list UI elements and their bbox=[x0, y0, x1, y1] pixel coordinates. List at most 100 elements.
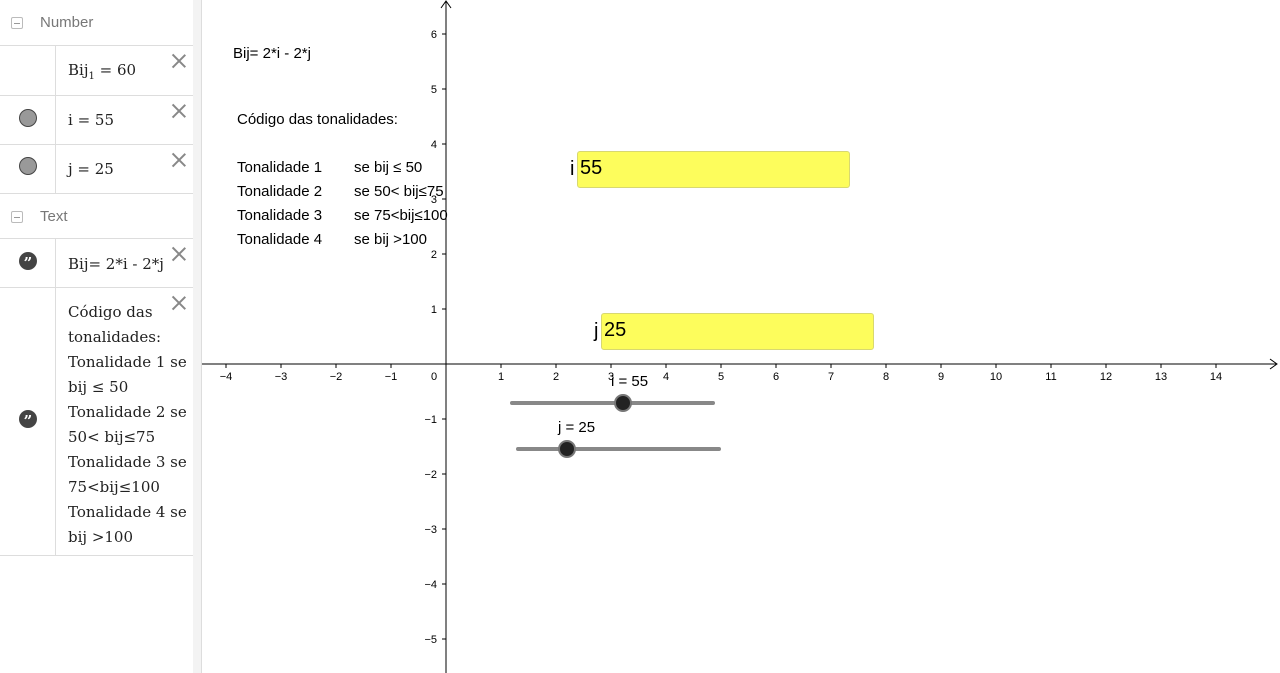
tonality-4-name: Tonalidade 4 bbox=[237, 231, 323, 248]
text-line: Tonalidade 2 se bbox=[68, 403, 187, 421]
y-axis-arrow bbox=[440, 0, 452, 9]
input-i-value: 55 bbox=[580, 157, 603, 179]
algebra-item-formula-text[interactable]: ” Bij= 2*i - 2*j bbox=[0, 238, 193, 287]
y-tick-label: −3 bbox=[424, 524, 437, 536]
x-tick-label: 0 bbox=[431, 371, 437, 383]
delete-icon[interactable] bbox=[170, 151, 188, 169]
y-tick-label: −4 bbox=[424, 579, 437, 591]
tonality-1-name: Tonalidade 1 bbox=[237, 159, 323, 176]
x-tick-label: −3 bbox=[275, 371, 288, 383]
slider-i-label: i = 55 bbox=[611, 373, 649, 390]
input-i-field[interactable]: 55 bbox=[577, 151, 850, 188]
y-tick-label: 2 bbox=[431, 249, 437, 261]
code-title[interactable]: Código das tonalidades: bbox=[237, 111, 398, 128]
group-label: Text bbox=[40, 208, 68, 225]
collapse-text-icon[interactable] bbox=[11, 211, 23, 223]
y-tick-label: 1 bbox=[431, 304, 437, 316]
marker-column: ” bbox=[0, 239, 56, 287]
formula-label[interactable]: Bij= 2*i - 2*j bbox=[233, 45, 311, 62]
axes: −4 −3 −2 −1 0 1 2 3 4 5 6 7 8 9 10 11 12 13 14123456−1−2−3… bbox=[202, 0, 1278, 673]
text-line: 50< bij≤75 bbox=[68, 428, 156, 446]
x-tick-label: 14 bbox=[1210, 371, 1222, 383]
input-i-label: i bbox=[570, 158, 575, 180]
formula-text[interactable]: Bij= 2*i - 2*j bbox=[68, 255, 164, 273]
y-tick-label: 3 bbox=[431, 194, 437, 206]
tonality-3-name: Tonalidade 3 bbox=[237, 207, 323, 224]
j-definition[interactable]: j = 25 bbox=[68, 160, 114, 178]
x-tick-label: 6 bbox=[773, 371, 779, 383]
x-tick-label: 2 bbox=[553, 371, 559, 383]
slider-j-knob[interactable] bbox=[558, 440, 577, 458]
delete-icon[interactable] bbox=[170, 294, 188, 312]
code-text[interactable]: Código das tonalidades: Tonalidade 1 se … bbox=[68, 300, 190, 550]
visibility-toggle-icon[interactable] bbox=[19, 109, 37, 127]
algebra-panel: Number Bij1 = 60 i = 55 j = 25 Text ” Bi… bbox=[0, 0, 194, 673]
x-tick-label: −1 bbox=[385, 371, 398, 383]
marker-column bbox=[0, 46, 56, 95]
tonality-2-name: Tonalidade 2 bbox=[237, 183, 323, 200]
y-tick-label: −5 bbox=[424, 634, 437, 646]
x-tick-label: −2 bbox=[330, 371, 343, 383]
x-tick-label: 3 bbox=[608, 371, 614, 383]
slider-i-knob[interactable] bbox=[613, 394, 632, 412]
x-tick-label: 12 bbox=[1100, 371, 1112, 383]
marker-column bbox=[0, 145, 56, 193]
slider-j-label: j = 25 bbox=[558, 419, 596, 436]
graphics-view[interactable]: −4 −3 −2 −1 0 1 2 3 4 5 6 7 8 9 10 11 12 13 14 1 2 3 4 5 6 −1 −2 −3… bbox=[202, 0, 1280, 673]
var-value: = 60 bbox=[94, 61, 137, 79]
x-tick-label: 4 bbox=[663, 371, 669, 383]
marker-column: ” bbox=[0, 288, 56, 555]
tonality-3-rule: se 75<bij≤100 bbox=[354, 207, 448, 224]
text-line: 75<bij≤100 bbox=[68, 478, 160, 496]
var-name: Bij bbox=[68, 61, 89, 79]
text-line: bij ≤ 50 bbox=[68, 378, 129, 396]
y-tick-label: 6 bbox=[431, 29, 437, 41]
x-tick-label: 1 bbox=[498, 371, 504, 383]
tonality-2-rule: se 50< bij≤75 bbox=[354, 183, 444, 200]
x-tick-label: −4 bbox=[220, 371, 233, 383]
var-subscript: 1 bbox=[88, 71, 95, 82]
algebra-item-code-text[interactable]: ” Código das tonalidades: Tonalidade 1 s… bbox=[0, 287, 193, 556]
input-j-value: 25 bbox=[604, 319, 627, 341]
text-object-icon[interactable]: ” bbox=[19, 252, 37, 272]
tonality-1-rule: se bij ≤ 50 bbox=[354, 159, 423, 176]
x-tick-label: 7 bbox=[828, 371, 834, 383]
text-line: Tonalidade 3 se bbox=[68, 453, 187, 471]
input-j-field[interactable]: 25 bbox=[601, 313, 874, 350]
delete-icon[interactable] bbox=[170, 245, 188, 263]
text-line: bij >100 bbox=[68, 528, 134, 546]
x-tick-label: 13 bbox=[1155, 371, 1167, 383]
y-tick-label: −2 bbox=[424, 469, 437, 481]
delete-icon[interactable] bbox=[170, 102, 188, 120]
y-tick-label: −1 bbox=[424, 414, 437, 426]
x-tick-label: 11 bbox=[1045, 371, 1056, 383]
y-tick-label: 4 bbox=[431, 139, 437, 151]
visibility-toggle-icon[interactable] bbox=[19, 157, 37, 175]
text-line: Tonalidade 4 se bbox=[68, 503, 187, 521]
slider-j-track[interactable] bbox=[516, 447, 721, 451]
algebra-item-bij1[interactable]: Bij1 = 60 bbox=[0, 45, 193, 95]
marker-column bbox=[0, 96, 56, 144]
group-number[interactable]: Number bbox=[0, 0, 193, 48]
input-j-label: j bbox=[594, 320, 599, 342]
x-axis-arrow bbox=[1269, 358, 1278, 370]
panel-divider[interactable] bbox=[193, 0, 202, 673]
i-definition[interactable]: i = 55 bbox=[68, 111, 114, 129]
algebra-item-i[interactable]: i = 55 bbox=[0, 95, 193, 144]
text-line: Tonalidade 1 se bbox=[68, 353, 187, 371]
delete-icon[interactable] bbox=[170, 52, 188, 70]
x-tick-label: 10 bbox=[990, 371, 1002, 383]
y-tick-label: 5 bbox=[431, 84, 437, 96]
x-tick-label: 5 bbox=[718, 371, 724, 383]
text-object-icon[interactable]: ” bbox=[19, 410, 37, 430]
x-tick-label: 8 bbox=[883, 371, 889, 383]
text-line: Código das bbox=[68, 303, 153, 321]
group-label: Number bbox=[40, 14, 94, 31]
collapse-number-icon[interactable] bbox=[11, 17, 23, 29]
group-text[interactable]: Text bbox=[0, 193, 193, 242]
bij1-definition[interactable]: Bij1 = 60 bbox=[68, 61, 136, 82]
algebra-item-j[interactable]: j = 25 bbox=[0, 144, 193, 193]
x-tick-label: 9 bbox=[938, 371, 944, 383]
text-line: tonalidades: bbox=[68, 328, 162, 346]
slider-i-track[interactable] bbox=[510, 401, 715, 405]
